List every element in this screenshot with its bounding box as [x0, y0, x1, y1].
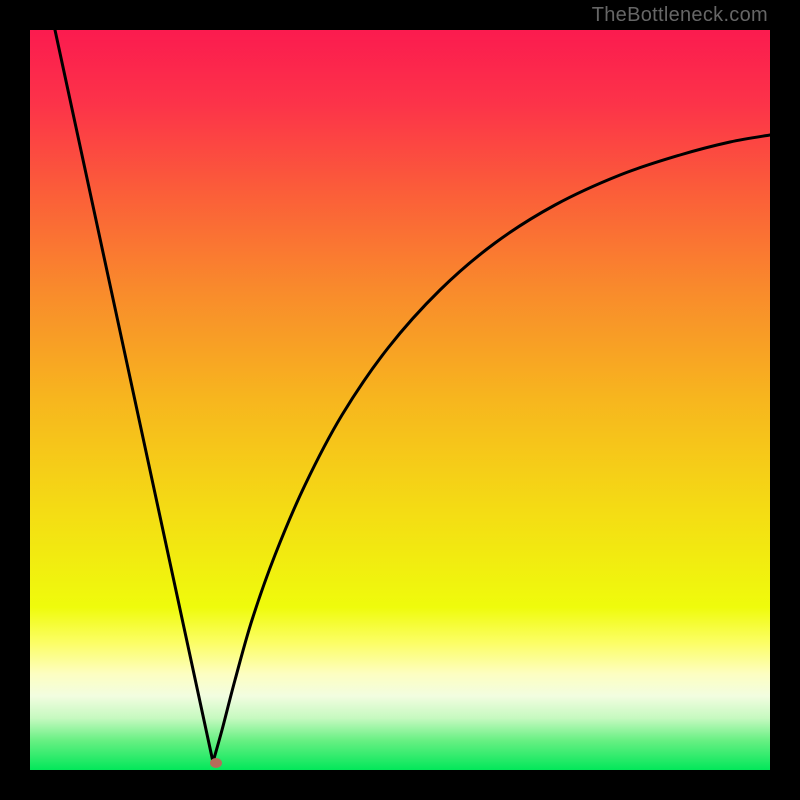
watermark-text: TheBottleneck.com — [592, 4, 768, 27]
chart-minimum-dot — [210, 758, 222, 768]
chart-curve — [30, 30, 770, 770]
chart-frame — [30, 30, 770, 770]
